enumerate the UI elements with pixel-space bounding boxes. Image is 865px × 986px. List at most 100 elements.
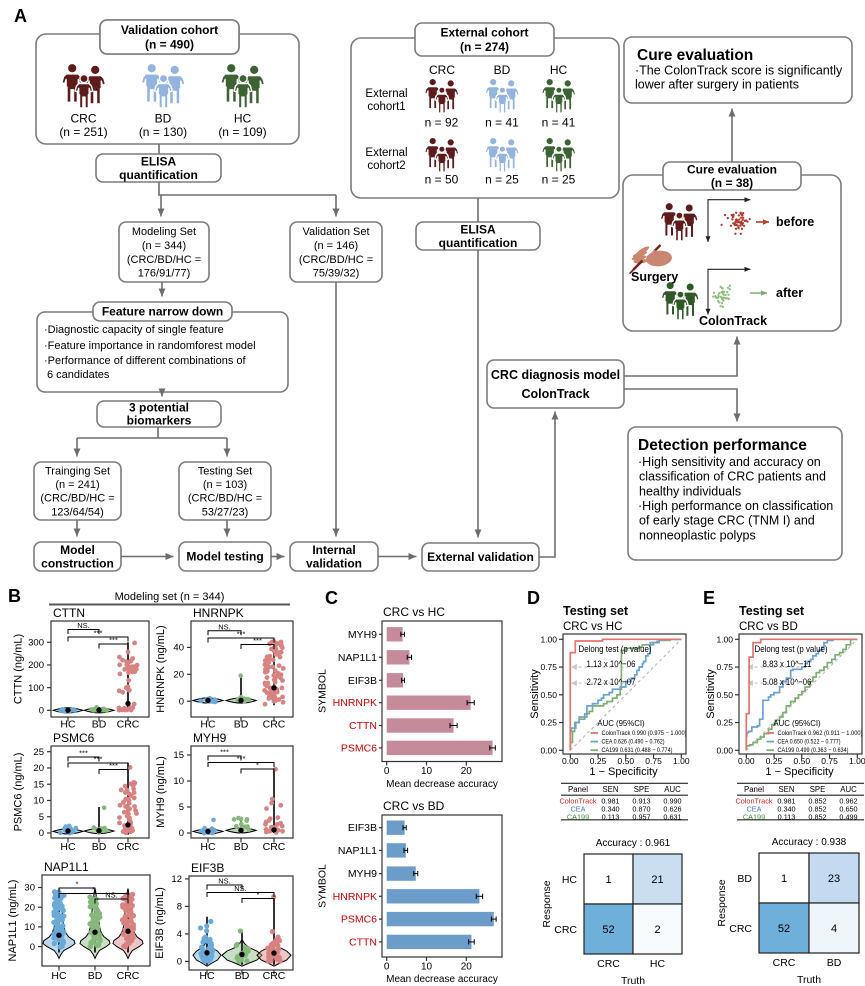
svg-text:52: 52 [778, 923, 790, 935]
svg-text:Truth: Truth [621, 975, 645, 986]
svg-text:Trainging Set: Trainging Set [45, 465, 110, 477]
svg-text:300: 300 [28, 638, 44, 649]
svg-text:0.75: 0.75 [645, 756, 662, 766]
svg-text:HC: HC [51, 970, 67, 982]
svg-text:BD: BD [234, 719, 249, 731]
svg-text:***: *** [220, 748, 229, 757]
svg-text:10: 10 [173, 776, 184, 787]
svg-text:1: 1 [781, 873, 787, 885]
svg-text:·Diagnostic capacity of single: ·Diagnostic capacity of single feature [44, 324, 224, 336]
svg-text:EIF3B: EIF3B [348, 822, 377, 834]
svg-text:biomarkers: biomarkers [127, 414, 192, 428]
svg-text:D: D [527, 588, 540, 608]
svg-text:validation: validation [306, 556, 362, 570]
svg-text:ColonTrack: ColonTrack [559, 796, 596, 805]
svg-text:BD: BD [235, 970, 250, 982]
svg-text:0.870: 0.870 [632, 804, 650, 813]
svg-text:0.00: 0.00 [562, 756, 579, 766]
svg-text:(n = 109): (n = 109) [218, 125, 266, 139]
svg-text:15: 15 [173, 750, 184, 761]
svg-text:CTTN: CTTN [349, 936, 377, 948]
svg-text:PSMC6 (ng/mL): PSMC6 (ng/mL) [13, 753, 25, 832]
svg-text:*: * [76, 880, 79, 889]
svg-text:CRC vs HC: CRC vs HC [383, 605, 445, 619]
svg-text:20: 20 [33, 763, 44, 774]
svg-text:NS.: NS. [234, 884, 247, 893]
svg-text:CRC: CRC [429, 63, 455, 77]
svg-text:1.00: 1.00 [540, 634, 557, 644]
svg-text:BD: BD [155, 112, 172, 126]
svg-text:75/39/32): 75/39/32) [313, 268, 359, 280]
svg-text:5: 5 [179, 802, 184, 813]
svg-text:Truth: Truth [797, 974, 821, 986]
svg-text:Surgery: Surgery [631, 270, 678, 284]
svg-text:CEA: CEA [570, 804, 585, 813]
svg-text:***: *** [94, 755, 103, 764]
svg-text:quantification: quantification [119, 168, 198, 182]
svg-text:25: 25 [33, 747, 44, 758]
svg-text:0: 0 [177, 957, 182, 968]
svg-text:0.75: 0.75 [821, 756, 838, 766]
svg-text:0.990: 0.990 [663, 796, 681, 805]
svg-text:Delong test (p value): Delong test (p value) [579, 644, 652, 654]
svg-text:MYH9 (ng/mL): MYH9 (ng/mL) [155, 756, 167, 828]
svg-text:123/64/54): 123/64/54) [51, 506, 104, 518]
svg-text:Testing Set: Testing Set [198, 465, 252, 477]
svg-text:Accuracy : 0.961: Accuracy : 0.961 [596, 838, 671, 849]
svg-text:NS.: NS. [77, 621, 90, 630]
svg-text:HC: HC [60, 841, 76, 853]
svg-text:(n = 38): (n = 38) [711, 176, 753, 190]
svg-text:BD: BD [494, 63, 511, 77]
svg-text:after: after [776, 286, 803, 300]
svg-text:0.75: 0.75 [716, 662, 733, 672]
svg-text:Internal: Internal [312, 543, 355, 557]
svg-text:1.00: 1.00 [673, 756, 690, 766]
svg-text:40: 40 [173, 643, 184, 654]
svg-text:8.83 x 10^−11: 8.83 x 10^−11 [763, 659, 812, 670]
svg-text:21: 21 [651, 874, 663, 886]
svg-text:***: *** [109, 761, 118, 770]
svg-text:HNRNPK (ng/mL): HNRNPK (ng/mL) [155, 625, 167, 712]
svg-text:10: 10 [421, 962, 433, 973]
svg-text:CEA 0.650 (0.522 − 0.777): CEA 0.650 (0.522 − 0.777) [778, 739, 841, 746]
svg-text:AUC (95%CI): AUC (95%CI) [597, 719, 645, 728]
svg-text:***: *** [79, 749, 88, 758]
svg-text:Mean decrease accuracy: Mean decrease accuracy [386, 779, 498, 790]
svg-text:BD: BD [92, 719, 107, 731]
svg-text:20: 20 [24, 902, 35, 913]
svg-text:SYMBOL: SYMBOL [317, 669, 329, 713]
svg-text:B: B [8, 586, 21, 606]
svg-text:BD: BD [92, 841, 107, 853]
svg-text:(CRC/BD/HC =: (CRC/BD/HC = [188, 493, 262, 505]
svg-text:ColonTrack: ColonTrack [699, 314, 767, 328]
svg-text:CRC vs BD: CRC vs BD [383, 799, 445, 813]
svg-text:PSMC6: PSMC6 [341, 742, 377, 754]
svg-text:0.852: 0.852 [808, 804, 826, 813]
svg-text:External: External [365, 147, 407, 159]
svg-text:0: 0 [39, 706, 44, 717]
svg-text:0.00: 0.00 [738, 756, 755, 766]
svg-text:0.981: 0.981 [601, 796, 619, 805]
svg-text:(n = 146): (n = 146) [314, 240, 358, 252]
svg-text:0.50: 0.50 [540, 690, 557, 700]
svg-text:n = 92: n = 92 [425, 116, 459, 130]
svg-text:AUC (95%CI): AUC (95%CI) [773, 719, 821, 728]
svg-text:classification of CRC patients: classification of CRC patients and [639, 470, 826, 484]
svg-text:CRC: CRC [597, 958, 620, 970]
svg-text:HC: HC [200, 719, 216, 731]
svg-text:0: 0 [179, 828, 184, 839]
svg-text:0.25: 0.25 [590, 756, 607, 766]
svg-text:NAP1L1: NAP1L1 [44, 860, 89, 874]
svg-text:NS.: NS. [218, 622, 231, 631]
svg-text:CRC: CRC [554, 924, 577, 936]
svg-text:NS.: NS. [218, 877, 231, 886]
svg-text:0.962: 0.962 [839, 796, 857, 805]
svg-text:CRC: CRC [117, 970, 140, 982]
svg-text:Testing set: Testing set [739, 604, 805, 618]
svg-text:·Performance of different comb: ·Performance of different combinations o… [44, 355, 247, 367]
svg-text:1.00: 1.00 [716, 634, 733, 644]
svg-text:cohort2: cohort2 [367, 160, 405, 172]
svg-text:BD: BD [827, 957, 842, 969]
svg-text:BD: BD [88, 970, 103, 982]
svg-text:HC: HC [562, 874, 578, 886]
